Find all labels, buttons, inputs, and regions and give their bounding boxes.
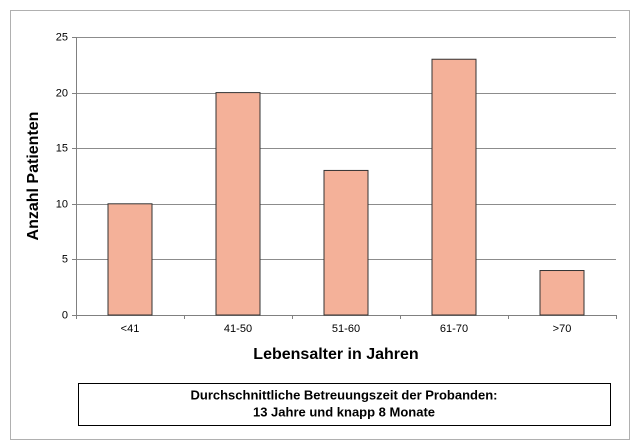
x-tick-label: 61-70 bbox=[440, 323, 468, 335]
y-tick-label: 5 bbox=[62, 253, 68, 265]
x-axis-label: Lebensalter in Jahren bbox=[253, 346, 418, 363]
annotation-box bbox=[78, 383, 611, 426]
x-tick-label: 51-60 bbox=[332, 323, 360, 335]
y-axis-label: Anzahl Patienten bbox=[25, 112, 42, 241]
x-tick-label: >70 bbox=[553, 323, 572, 335]
y-tick-label: 15 bbox=[56, 142, 68, 154]
annotation-line: 13 Jahre und knapp 8 Monate bbox=[253, 404, 435, 419]
bar bbox=[107, 203, 153, 316]
y-tick-label: 25 bbox=[56, 31, 68, 43]
chart-frame bbox=[10, 10, 630, 440]
bar bbox=[539, 270, 585, 316]
y-tick-label: 0 bbox=[62, 309, 68, 321]
x-tick-label: 41-50 bbox=[224, 323, 252, 335]
bar bbox=[215, 92, 261, 316]
x-tick-label: <41 bbox=[121, 323, 140, 335]
annotation-line: Durchschnittliche Betreuungszeit der Pro… bbox=[191, 387, 498, 402]
bar bbox=[323, 169, 369, 316]
bar bbox=[431, 58, 477, 316]
y-tick-label: 20 bbox=[56, 87, 68, 99]
y-tick-label: 10 bbox=[56, 198, 68, 210]
